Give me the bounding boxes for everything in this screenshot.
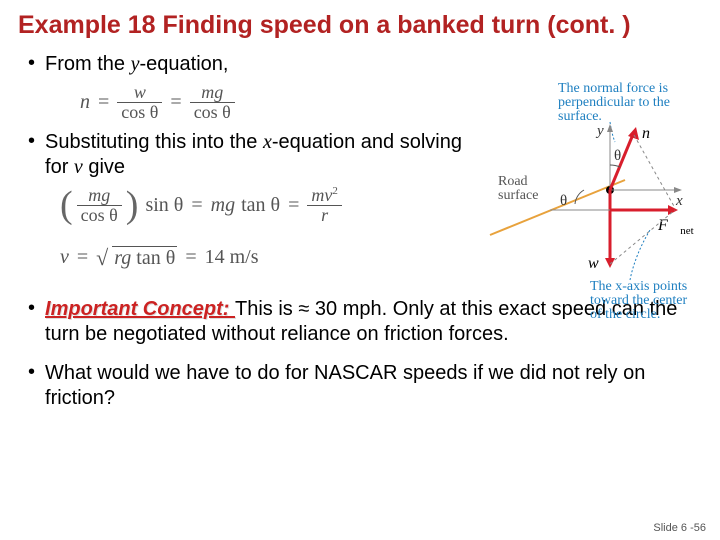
svg-text:n⃗: n⃗ (642, 125, 662, 142)
svg-text:x: x (675, 193, 683, 209)
bullet-4-text: What would we have to do for NASCAR spee… (45, 361, 702, 411)
svg-text:y: y (595, 123, 604, 139)
svg-text:perpendicular to the: perpendicular to the (558, 95, 670, 110)
important-concept-label: Important Concept: (45, 298, 235, 320)
bullet-4: • What would we have to do for NASCAR sp… (0, 347, 720, 411)
svg-text:w⃗: w⃗ (588, 255, 611, 272)
diagram-note-bottom: The x-axis points (590, 279, 687, 294)
bullet-dot: • (28, 130, 35, 180)
diagram-note-top: The normal force is (558, 81, 668, 96)
svg-text:Road: Road (498, 174, 528, 189)
svg-text:surface: surface (498, 188, 538, 203)
bullet-2-text: Substituting this into the x-equation an… (45, 130, 470, 180)
svg-text:surface.: surface. (558, 109, 602, 124)
banked-turn-diagram: The normal force is perpendicular to the… (480, 80, 700, 335)
svg-text:of the circle.: of the circle. (590, 307, 660, 322)
slide-number: Slide 6 -56 (653, 522, 706, 534)
svg-text:toward the center: toward the center (590, 293, 688, 308)
bullet-dot: • (28, 52, 35, 77)
bullet-dot: • (28, 297, 35, 347)
svg-text:θ: θ (560, 193, 567, 209)
bullet-1-text: From the y-equation, (45, 52, 228, 77)
bullet-dot: • (28, 361, 35, 411)
slide-title: Example 18 Finding speed on a banked tur… (0, 0, 720, 44)
bullet-1: • From the y-equation, (0, 44, 720, 77)
svg-text:θ: θ (614, 148, 621, 164)
